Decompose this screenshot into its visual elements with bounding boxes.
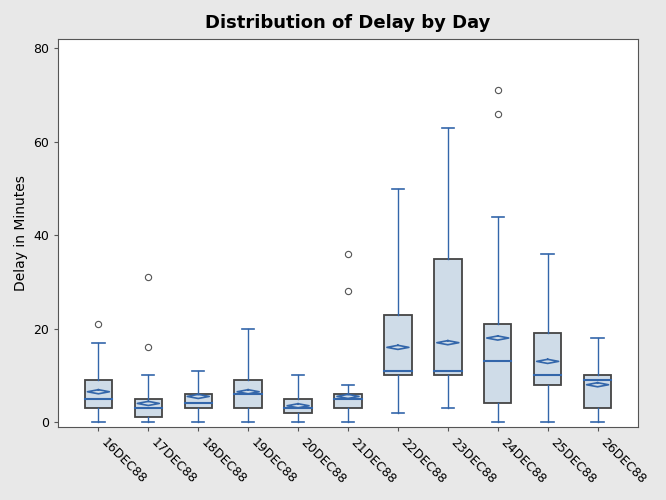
Title: Distribution of Delay by Day: Distribution of Delay by Day: [205, 14, 491, 32]
Bar: [584, 376, 611, 408]
Bar: [484, 324, 511, 404]
Bar: [135, 399, 162, 417]
Bar: [534, 334, 561, 384]
Bar: [334, 394, 362, 408]
Bar: [85, 380, 112, 408]
Bar: [184, 394, 212, 408]
Bar: [284, 399, 312, 413]
Bar: [384, 314, 412, 376]
Bar: [234, 380, 262, 408]
Y-axis label: Delay in Minutes: Delay in Minutes: [14, 175, 28, 291]
Bar: [434, 258, 462, 376]
